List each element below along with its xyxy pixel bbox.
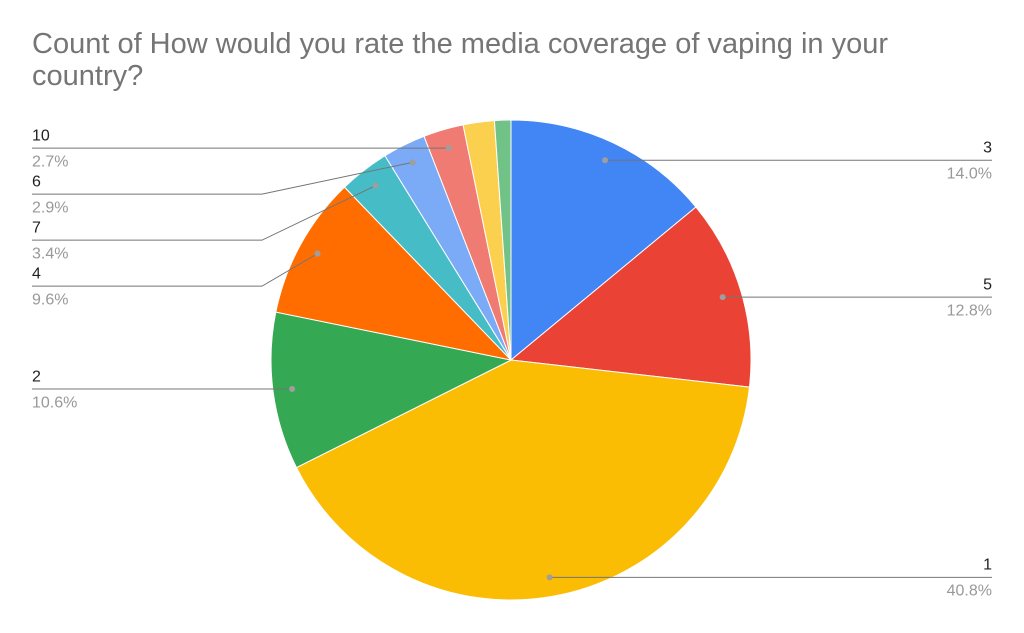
slice-value-label: 9.6% xyxy=(32,291,68,308)
leader-dot xyxy=(445,145,452,152)
chart-title: Count of How would you rate the media co… xyxy=(32,28,888,92)
leader-dot xyxy=(602,157,609,164)
leader-dot xyxy=(546,574,553,581)
leader-line xyxy=(32,161,413,195)
slice-value-label: 2.7% xyxy=(32,153,68,170)
slice-value-label: 3.4% xyxy=(32,245,68,262)
leader-line xyxy=(32,185,376,241)
slice-label: 10 xyxy=(32,127,50,144)
pie-slice xyxy=(275,186,513,361)
pie-slice xyxy=(509,206,752,388)
leader-dot xyxy=(719,294,726,301)
leader-dot xyxy=(314,250,321,257)
pie-slice xyxy=(295,359,751,601)
slice-value-label: 2.9% xyxy=(32,199,68,216)
leader-dot xyxy=(409,159,416,166)
pie-slice xyxy=(270,311,513,469)
slice-label: 7 xyxy=(32,219,41,236)
slice-label: 6 xyxy=(32,173,41,190)
pie-slice xyxy=(510,119,697,362)
slice-label: 3 xyxy=(983,139,992,156)
pie-slice xyxy=(493,119,512,361)
slice-label: 1 xyxy=(983,557,992,574)
slice-value-label: 40.8% xyxy=(947,583,992,600)
slice-label: 2 xyxy=(32,368,41,385)
slice-label: 5 xyxy=(983,276,992,293)
slice-value-label: 14.0% xyxy=(947,165,992,182)
slice-value-label: 12.8% xyxy=(947,302,992,319)
leader-dot xyxy=(289,386,296,393)
leader-dot xyxy=(372,182,379,189)
slice-label: 4 xyxy=(32,265,41,282)
slice-value-label: 10.6% xyxy=(32,394,77,411)
leader-line xyxy=(32,253,318,287)
